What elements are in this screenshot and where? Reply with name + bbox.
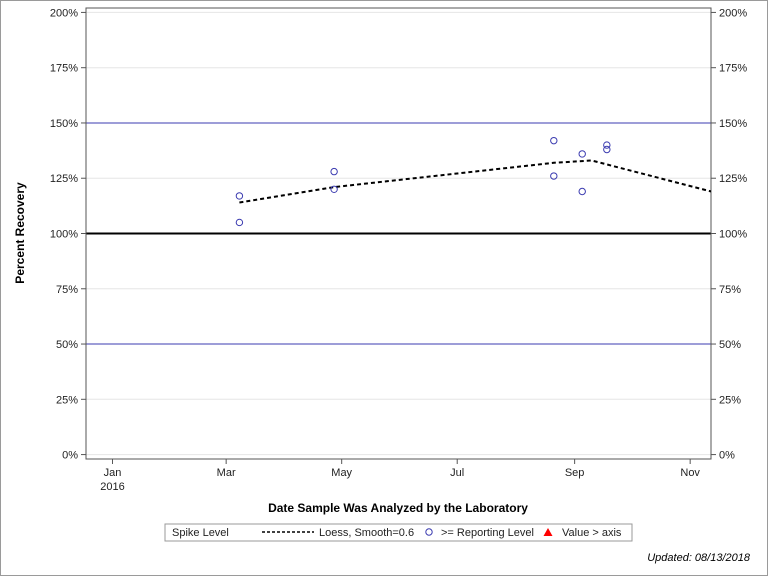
legend-box xyxy=(164,523,633,542)
y-tick-label-right-1: 25% xyxy=(719,394,741,406)
y-tick-label-right-4: 100% xyxy=(719,229,747,241)
y-tick-label-left-8: 200% xyxy=(50,7,78,19)
x-tick-label-1: Mar xyxy=(217,467,236,479)
y-tick-label-right-5: 125% xyxy=(719,173,747,185)
y-tick-label-right-6: 150% xyxy=(719,118,747,130)
y-tick-label-left-7: 175% xyxy=(50,63,78,75)
legend: Spike Level Loess, Smooth=0.6 >= Reporti… xyxy=(164,523,633,542)
y-tick-label-left-3: 75% xyxy=(56,284,78,296)
y-axis-left: 0% 25% 50% 75% 100% 125% 150% 175% 200% xyxy=(50,7,86,462)
legend-triangle-label: Value > axis xyxy=(562,527,622,539)
data-point-1 xyxy=(235,218,244,227)
y-tick-label-left-4: 100% xyxy=(50,229,78,241)
x-axis-title: Date Sample Was Analyzed by the Laborato… xyxy=(268,501,528,515)
data-point-8 xyxy=(603,141,611,149)
y-axis-title: Percent Recovery xyxy=(13,182,27,284)
y-tick-label-left-2: 50% xyxy=(56,339,78,351)
reference-lines xyxy=(86,122,711,345)
legend-loess-label: Loess, Smooth=0.6 xyxy=(319,527,414,539)
data-point-7 xyxy=(578,187,586,196)
x-tick-label-2: May xyxy=(331,467,352,479)
y-axis-right: 0% 25% 50% 75% 100% 125% 150% 175% 200% xyxy=(711,7,747,462)
y-tick-label-right-7: 175% xyxy=(719,63,747,75)
legend-triangle-swatch xyxy=(543,528,553,536)
y-tick-label-left-0: 0% xyxy=(62,450,78,462)
y-tick-label-right-8: 200% xyxy=(719,7,747,19)
y-tick-label-right-0: 0% xyxy=(719,450,735,462)
data-point-9 xyxy=(603,145,611,154)
updated-note: Updated: 08/13/2018 xyxy=(647,552,751,564)
data-point-4 xyxy=(550,136,558,145)
y-tick-label-left-1: 25% xyxy=(56,394,78,406)
legend-circle-swatch xyxy=(425,528,433,536)
y-tick-label-right-3: 75% xyxy=(719,284,741,296)
x-tick-label-0: Jan xyxy=(104,467,122,479)
y-tick-label-right-2: 50% xyxy=(719,339,741,351)
data-points xyxy=(235,136,611,227)
data-point-6 xyxy=(578,150,586,158)
data-point-3 xyxy=(330,185,338,193)
y-tick-label-left-5: 125% xyxy=(50,173,78,185)
legend-circle-label: >= Reporting Level xyxy=(441,527,534,539)
y-tick-label-left-6: 150% xyxy=(50,118,78,130)
legend-title: Spike Level xyxy=(172,527,229,539)
x-tick-label-3: Jul xyxy=(450,467,464,479)
x-tick-year-0: 2016 xyxy=(100,481,124,493)
data-point-5 xyxy=(550,172,558,180)
data-point-0 xyxy=(235,192,244,200)
x-tick-label-4: Sep xyxy=(565,467,585,479)
data-point-2 xyxy=(330,167,338,176)
x-tick-label-5: Nov xyxy=(680,467,700,479)
x-axis: Jan2016MarMayJulSepNovJan2017MarMayJulSe… xyxy=(100,459,700,493)
